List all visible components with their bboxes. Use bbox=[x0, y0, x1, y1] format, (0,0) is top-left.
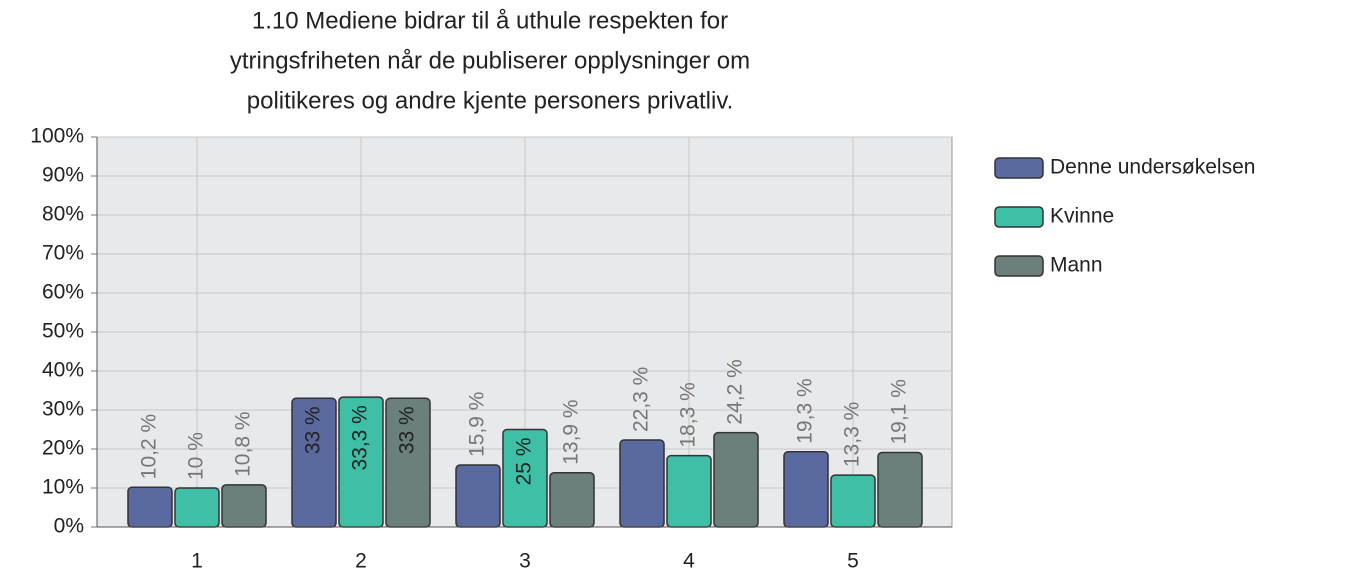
legend-label: Denne undersøkelsen bbox=[1050, 156, 1255, 179]
y-tick-label: 70% bbox=[42, 242, 84, 265]
chart-title: 1.10 Mediene bidrar til å uthule respekt… bbox=[252, 7, 728, 34]
value-label: 19,3 % bbox=[794, 378, 817, 443]
chart-title: politikeres og andre kjente personers pr… bbox=[247, 87, 733, 114]
value-label: 13,9 % bbox=[560, 399, 583, 464]
x-tick-label: 1 bbox=[191, 550, 203, 573]
bar bbox=[221, 484, 267, 528]
value-label: 22,3 % bbox=[630, 367, 653, 432]
y-tick-label: 60% bbox=[42, 281, 84, 304]
value-label: 33,3 % bbox=[349, 405, 372, 470]
value-label: 13,3 % bbox=[841, 402, 864, 467]
bar bbox=[619, 439, 665, 528]
x-tick-label: 5 bbox=[847, 550, 859, 573]
legend-label: Kvinne bbox=[1050, 205, 1114, 228]
y-tick-label: 90% bbox=[42, 164, 84, 187]
bar bbox=[174, 487, 220, 528]
y-tick-label: 40% bbox=[42, 359, 84, 382]
bar bbox=[877, 451, 923, 528]
legend-swatch bbox=[994, 255, 1044, 277]
value-label: 10,8 % bbox=[232, 411, 255, 476]
bar bbox=[783, 450, 829, 528]
x-tick-label: 2 bbox=[355, 550, 367, 573]
value-label: 18,3 % bbox=[677, 382, 700, 447]
legend-label: Mann bbox=[1050, 254, 1103, 277]
value-label: 19,1 % bbox=[888, 379, 911, 444]
value-label: 33 % bbox=[302, 406, 325, 454]
bar bbox=[666, 454, 712, 528]
value-label: 10,2 % bbox=[138, 414, 161, 479]
y-tick-label: 20% bbox=[42, 437, 84, 460]
bar bbox=[127, 486, 173, 528]
y-tick-label: 50% bbox=[42, 320, 84, 343]
bar bbox=[830, 474, 876, 528]
legend-swatch bbox=[994, 206, 1044, 228]
y-tick-label: 30% bbox=[42, 398, 84, 421]
value-label: 33 % bbox=[396, 406, 419, 454]
bar bbox=[713, 431, 759, 528]
y-tick-label: 0% bbox=[54, 515, 84, 538]
value-label: 25 % bbox=[513, 438, 536, 486]
y-tick-label: 10% bbox=[42, 476, 84, 499]
value-label: 10 % bbox=[185, 432, 208, 480]
x-tick-label: 3 bbox=[519, 550, 531, 573]
legend-swatch bbox=[994, 157, 1044, 179]
chart-title: ytringsfriheten når de publiserer opplys… bbox=[230, 47, 750, 74]
bar bbox=[549, 472, 595, 528]
bar bbox=[455, 464, 501, 528]
x-tick-label: 4 bbox=[683, 550, 695, 573]
y-tick-label: 100% bbox=[30, 125, 84, 148]
value-label: 24,2 % bbox=[724, 359, 747, 424]
y-tick-label: 80% bbox=[42, 203, 84, 226]
value-label: 15,9 % bbox=[466, 392, 489, 457]
